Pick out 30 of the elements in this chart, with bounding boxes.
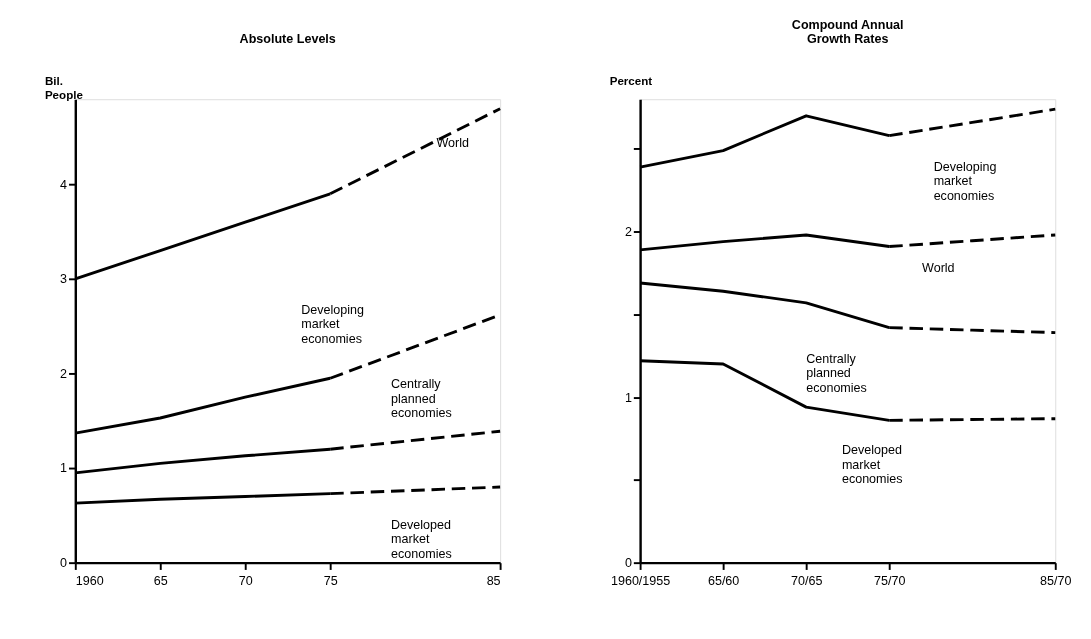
series-label: Centrally planned economies: [391, 377, 452, 421]
x-tick-label: 70: [238, 574, 253, 589]
series-label: Developed market economies: [841, 443, 903, 487]
y-tick-label: 3: [60, 272, 68, 287]
y-tick-label: 2: [60, 366, 68, 381]
text: Developed market economies: [391, 517, 452, 561]
text: Developing market economies: [933, 159, 997, 203]
x-tick-label: 75: [323, 574, 338, 589]
y-axis-title: Percent: [609, 75, 653, 88]
y-tick-label: 1: [60, 461, 68, 476]
x-tick-label: 70/65: [790, 574, 823, 589]
x-tick-label: 65: [153, 574, 168, 589]
x-tick-label: 1960: [75, 574, 104, 589]
x-tick-label: 1960/1955: [610, 574, 671, 589]
text: Centrally planned economies: [806, 351, 867, 395]
chart-title: Absolute Levels: [239, 32, 336, 47]
y-tick-label: 1: [624, 390, 632, 405]
x-tick-label: 85: [486, 574, 501, 589]
x-tick-label: 65/60: [707, 574, 740, 589]
x-tick-label: 85/70: [1040, 574, 1072, 589]
x-tick-label: 75/70: [873, 574, 906, 589]
y-tick-label: 0: [60, 556, 68, 571]
series-label: Developing market economies: [301, 302, 365, 346]
y-tick-label: 4: [60, 177, 68, 192]
y-tick-label: 0: [624, 556, 632, 571]
series-label: World: [922, 260, 955, 275]
y-axis-title: Bil. People: [44, 75, 84, 101]
y-tick-label: 2: [624, 225, 632, 239]
chart-title: Compound Annual Growth Rates: [791, 17, 904, 47]
series-label: World: [436, 136, 469, 151]
